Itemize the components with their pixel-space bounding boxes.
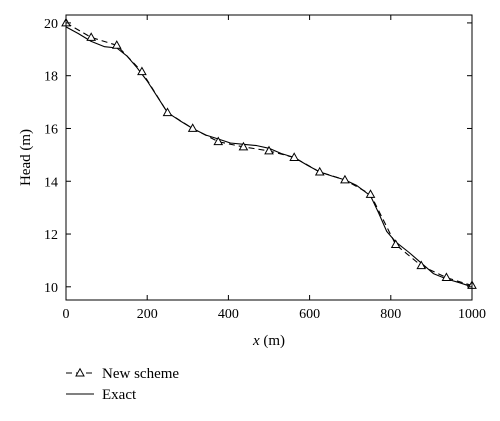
new-scheme-point-marker — [187, 123, 198, 132]
y-tick-label: 18 — [44, 70, 58, 85]
legend-item-exact: Exact — [66, 387, 137, 403]
x-axis-label: x (m) — [252, 333, 285, 349]
x-tick-label: 0 — [63, 307, 70, 322]
y-tick-label: 12 — [44, 228, 58, 243]
new-scheme-point-marker — [213, 136, 224, 146]
new-scheme-point-marker — [86, 32, 97, 41]
x-axis-label-variable: x — [252, 333, 260, 349]
new-scheme-point-marker — [238, 141, 249, 151]
y-tick-label: 10 — [44, 281, 58, 296]
new-scheme-point-marker — [137, 66, 147, 76]
y-axis: 10 12 14 16 18 20 — [44, 17, 472, 296]
legend-new-scheme-label: New scheme — [102, 366, 179, 382]
new-scheme-point-marker — [314, 166, 325, 176]
x-tick-label: 200 — [137, 307, 158, 322]
exact-series-line — [65, 26, 473, 288]
new-scheme-point-marker — [111, 40, 122, 49]
new-scheme-point-marker — [365, 189, 376, 198]
y-tick-label: 16 — [44, 122, 58, 137]
new-scheme-point-marker — [162, 107, 173, 117]
new-scheme-point-marker — [264, 145, 274, 155]
new-scheme-point-marker — [340, 174, 350, 184]
x-axis: 0 200 400 600 800 1000 — [63, 15, 486, 322]
legend-triangle-marker-icon — [75, 367, 85, 377]
x-tick-label: 800 — [380, 307, 401, 322]
x-tick-label: 400 — [218, 307, 239, 322]
y-tick-label: 14 — [44, 175, 58, 190]
x-tick-label: 600 — [299, 307, 320, 322]
new-scheme-point-marker — [441, 272, 452, 282]
legend-exact-label: Exact — [102, 387, 137, 403]
legend: New scheme Exact — [66, 366, 179, 403]
legend-item-new-scheme: New scheme — [66, 366, 179, 382]
new-scheme-point-marker — [289, 152, 300, 161]
y-axis-label: Head (m) — [18, 129, 34, 186]
x-axis-label-unit: (m) — [260, 333, 285, 349]
plot-frame — [65, 14, 473, 301]
plot-area — [61, 17, 477, 289]
x-tick-label: 1000 — [458, 307, 486, 322]
y-tick-label: 20 — [44, 17, 58, 32]
new-scheme-point-marker — [416, 260, 427, 270]
new-scheme-point-marker — [390, 239, 401, 249]
